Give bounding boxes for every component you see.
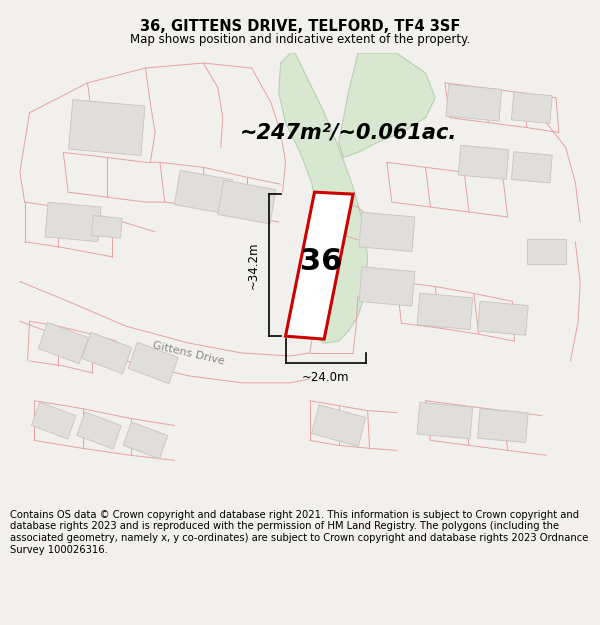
Polygon shape (511, 92, 552, 123)
Polygon shape (82, 332, 132, 374)
Text: 36, GITTENS DRIVE, TELFORD, TF4 3SF: 36, GITTENS DRIVE, TELFORD, TF4 3SF (140, 19, 460, 34)
Polygon shape (359, 267, 415, 306)
Text: ~24.0m: ~24.0m (302, 371, 349, 384)
Text: ~247m²/~0.061ac.: ~247m²/~0.061ac. (239, 122, 457, 142)
Polygon shape (31, 402, 76, 439)
Polygon shape (446, 84, 502, 121)
Polygon shape (511, 152, 552, 183)
Polygon shape (68, 99, 145, 156)
Text: Gittens Drive: Gittens Drive (152, 340, 226, 366)
Polygon shape (92, 216, 122, 238)
Polygon shape (38, 322, 88, 364)
Polygon shape (527, 239, 566, 264)
Text: 36: 36 (300, 247, 343, 276)
Polygon shape (338, 53, 435, 158)
Polygon shape (417, 402, 473, 439)
Polygon shape (218, 180, 276, 224)
Polygon shape (128, 342, 178, 384)
Polygon shape (123, 422, 168, 459)
Polygon shape (458, 146, 509, 179)
Polygon shape (417, 293, 473, 329)
Text: ~34.2m: ~34.2m (247, 241, 259, 289)
Text: Contains OS data © Crown copyright and database right 2021. This information is : Contains OS data © Crown copyright and d… (10, 510, 589, 554)
Polygon shape (45, 202, 101, 242)
Polygon shape (359, 212, 415, 252)
Polygon shape (478, 301, 528, 335)
Polygon shape (175, 170, 232, 214)
Polygon shape (478, 409, 528, 442)
Polygon shape (279, 53, 368, 343)
Polygon shape (311, 405, 366, 446)
Polygon shape (77, 412, 121, 449)
Text: Map shows position and indicative extent of the property.: Map shows position and indicative extent… (130, 34, 470, 46)
Polygon shape (286, 192, 353, 339)
